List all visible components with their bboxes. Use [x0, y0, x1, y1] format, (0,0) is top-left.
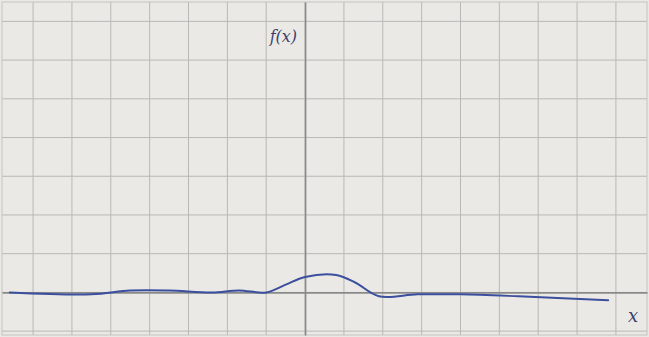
- grid-line-y: [2, 331, 647, 332]
- grid-line-x: [499, 2, 500, 335]
- grid-line-y: [2, 60, 647, 61]
- grid-line-x: [421, 2, 422, 335]
- grid-line-x: [33, 2, 34, 335]
- grid-line-x: [343, 2, 344, 335]
- grid-line-y: [2, 21, 647, 22]
- plot-frame: [2, 2, 647, 335]
- plot-area: f(x) x: [2, 2, 648, 336]
- grid-line-x: [460, 2, 461, 335]
- series: [10, 274, 608, 300]
- grid-line-x: [149, 2, 150, 335]
- y-axis: [305, 3, 307, 336]
- grid: [2, 2, 647, 335]
- grid-line-x: [188, 2, 189, 335]
- chart: f(x) x: [0, 0, 649, 337]
- grid-line-x: [538, 2, 539, 335]
- grid-line-y: [2, 98, 647, 99]
- y-axis-title: f(x): [269, 27, 297, 46]
- grid-line-y: [2, 253, 647, 254]
- axis-line: [305, 3, 307, 336]
- grid-line-x: [71, 2, 72, 335]
- data-line: [10, 274, 608, 300]
- grid-line-y: [2, 292, 647, 293]
- grid-line-y: [2, 137, 647, 138]
- grid-line-x: [266, 2, 267, 335]
- grid-line-x: [305, 2, 306, 335]
- grid-line-y: [2, 176, 647, 177]
- x-axis-title: x: [628, 305, 638, 326]
- grid-line-x: [227, 2, 228, 335]
- grid-line-y: [2, 214, 647, 215]
- grid-line-x: [615, 2, 616, 335]
- grid-line-x: [577, 2, 578, 335]
- grid-line-x: [110, 2, 111, 335]
- grid-line-x: [382, 2, 383, 335]
